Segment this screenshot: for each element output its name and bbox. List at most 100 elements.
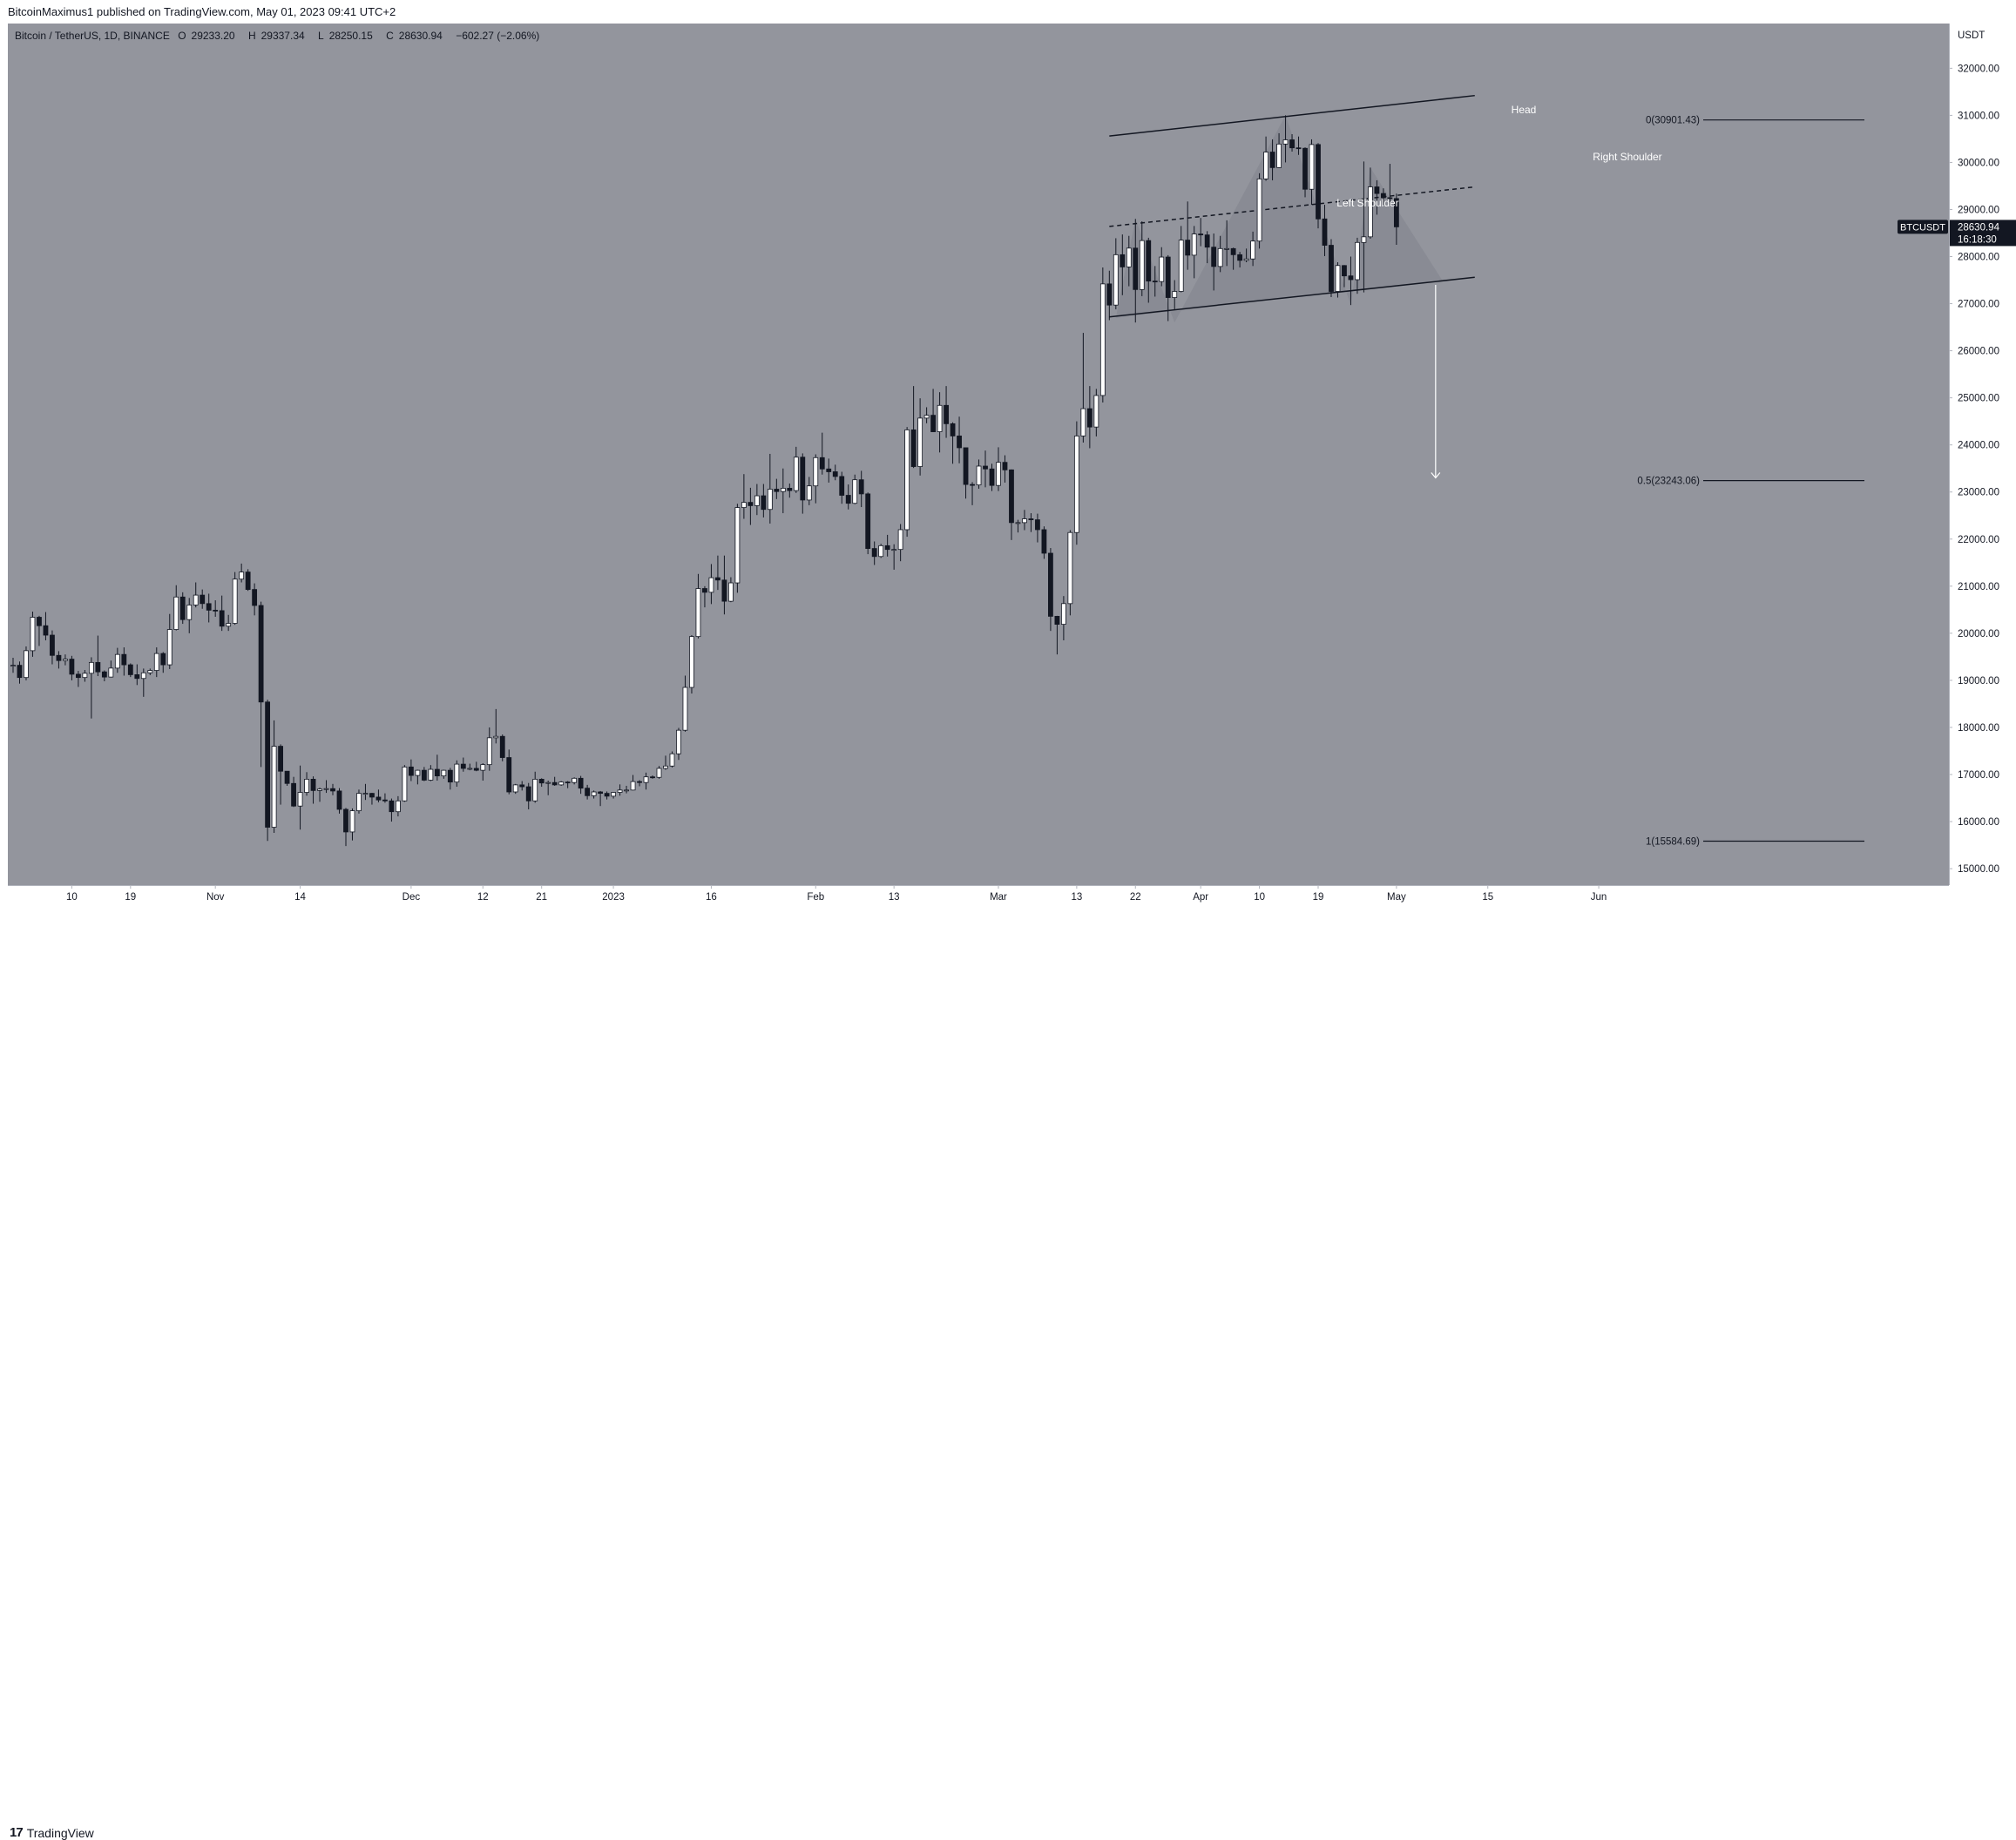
candle-body-2023-01-09 <box>663 765 668 769</box>
x-tick-label-7: 2023 <box>602 892 625 903</box>
high-label: H <box>247 30 256 42</box>
price-axis[interactable] <box>1949 24 2016 885</box>
candle-body-2023-04-12 <box>1269 152 1275 168</box>
legend-close: C 28630.94 <box>386 30 448 42</box>
x-tick-label-13: 22 <box>1130 892 1141 903</box>
currency-label: USDT <box>1958 30 1985 41</box>
tradingview-logo[interactable]: 17 TradingView <box>10 1825 94 1840</box>
low-value: 28250.15 <box>328 30 373 42</box>
candle-body-2022-10-31 <box>206 603 212 611</box>
candle-body-2023-03-03 <box>1009 469 1014 524</box>
candle-body-2023-04-04 <box>1217 247 1223 267</box>
candle-body-2023-03-20 <box>1120 254 1126 267</box>
low-label: L <box>318 30 324 42</box>
candle-body-2023-03-04 <box>1015 522 1021 524</box>
candle-body-2023-04-17 <box>1302 147 1308 190</box>
candle-body-2022-10-25 <box>166 629 173 666</box>
candle-body-2022-10-15 <box>101 671 107 678</box>
time-axis[interactable] <box>8 885 1949 909</box>
candle-body-2023-01-17 <box>715 577 720 581</box>
legend-symbol: Bitcoin / TetherUS, 1D, BINANCE <box>15 30 170 42</box>
x-tick-label-0: 10 <box>66 892 78 903</box>
candle-body-2022-12-13 <box>486 737 492 766</box>
candle-body-2022-12-06 <box>441 769 447 777</box>
candle-body-2022-11-11 <box>278 746 283 772</box>
candle-body-2023-02-01 <box>813 457 819 487</box>
candle-body-2022-10-10 <box>69 659 75 675</box>
x-tick-label-1: 19 <box>125 892 136 903</box>
x-axis-layer: 10 19 Nov 14 Dec 12 21 2023 16 Feb 13 Mar 13 22 Apr 10 1… <box>66 885 1607 903</box>
candle-body-2022-10-12 <box>82 673 88 679</box>
candle-body-2022-10-23 <box>153 653 159 671</box>
candle-body-2023-01-05 <box>637 781 642 783</box>
fib-level-label-1: 0.5(23243.06) <box>1637 477 1700 487</box>
header: BitcoinMaximus1 published on TradingView… <box>0 0 2016 23</box>
close-label: C <box>386 30 394 42</box>
candle-body-2022-11-28 <box>389 800 395 813</box>
candle-body-2023-02-11 <box>878 545 884 558</box>
candle-body-2023-03-29 <box>1178 240 1184 292</box>
candle-body-2022-12-15 <box>499 735 505 758</box>
candle-body-2022-11-16 <box>310 779 316 791</box>
candle-body-2023-01-25 <box>767 489 773 511</box>
candle-body-2023-03-25 <box>1152 281 1158 283</box>
candle-body-2022-10-13 <box>88 661 94 674</box>
candle-body-2023-01-20 <box>734 507 741 584</box>
candle-body-2023-01-31 <box>806 485 812 501</box>
x-tick-label-10: 13 <box>889 892 900 903</box>
candle-body-2023-02-06 <box>845 495 851 504</box>
candle-body-2022-11-03 <box>226 623 232 627</box>
x-tick-label-8: 16 <box>706 892 717 903</box>
symbol-tag-bg <box>1898 220 1948 234</box>
candle-body-2022-11-06 <box>245 572 251 591</box>
candle-body-2022-12-25 <box>565 781 571 784</box>
candle-body-2023-02-19 <box>930 415 936 432</box>
chart-area[interactable] <box>8 24 1949 885</box>
y-tick-label-2: 17000.00 <box>1958 770 1999 781</box>
candle-body-2023-04-27 <box>1368 186 1373 238</box>
candle-body-2023-02-15 <box>904 429 910 531</box>
y-tick-label-12: 27000.00 <box>1958 300 1999 310</box>
y-tick-label-0: 15000.00 <box>1958 864 1999 875</box>
candle-body-2023-01-07 <box>650 776 655 779</box>
candle-body-2022-10-07 <box>50 634 55 656</box>
candle-body-2023-02-23 <box>957 436 962 449</box>
candle-body-2023-03-07 <box>1035 519 1040 531</box>
candle-body-2023-01-27 <box>780 488 786 492</box>
candle-body-2022-12-30 <box>598 791 603 795</box>
candle-body-2022-12-05 <box>434 768 440 777</box>
candle-body-2023-02-24 <box>963 447 969 485</box>
trendline-1 <box>1109 276 1475 318</box>
tradingview-logo-icon: 17 <box>10 1825 24 1840</box>
candle-body-2023-01-03 <box>624 789 629 792</box>
x-tick-label-5: 12 <box>477 892 489 903</box>
pattern-annotation-1: Left Shoulder <box>1336 197 1398 209</box>
candle-body-2023-03-26 <box>1159 256 1165 282</box>
candle-body-2022-11-24 <box>362 793 369 795</box>
candle-body-2022-10-03 <box>24 650 29 679</box>
candle-body-2023-01-26 <box>774 489 780 492</box>
candle-body-2022-10-16 <box>108 667 114 678</box>
candle-body-2022-11-19 <box>330 788 335 792</box>
candle-body-2023-03-10 <box>1054 616 1060 625</box>
candle-body-2023-04-18 <box>1309 144 1315 190</box>
candle-body-2023-02-05 <box>839 476 845 496</box>
candle-body-2022-10-04 <box>30 617 36 652</box>
candle-body-2023-02-02 <box>819 457 825 470</box>
price-tag-value: 28630.94 <box>1958 222 2000 233</box>
candle-body-2023-02-16 <box>910 429 917 467</box>
y-tick-label-3: 18000.00 <box>1958 723 1999 734</box>
candle-body-2023-03-24 <box>1146 240 1152 282</box>
candle-body-2022-10-05 <box>37 617 42 626</box>
chart-svg[interactable]: 0(30901.43) 0.5(23243.06) 1(15584.69) Head… <box>0 0 2016 940</box>
candle-body-2022-11-15 <box>304 779 309 793</box>
candle-body-2023-03-09 <box>1048 552 1053 617</box>
pattern-annotation-0: Head <box>1512 104 1537 116</box>
candle-body-2022-10-14 <box>95 661 101 673</box>
candle-body-2022-10-21 <box>140 672 146 680</box>
candle-body-2023-03-23 <box>1139 240 1145 290</box>
trendline-layer <box>1109 94 1475 479</box>
y-tick-label-6: 21000.00 <box>1958 582 1999 592</box>
candle-body-2023-04-15 <box>1289 139 1295 149</box>
high-value: 29337.34 <box>260 30 305 42</box>
